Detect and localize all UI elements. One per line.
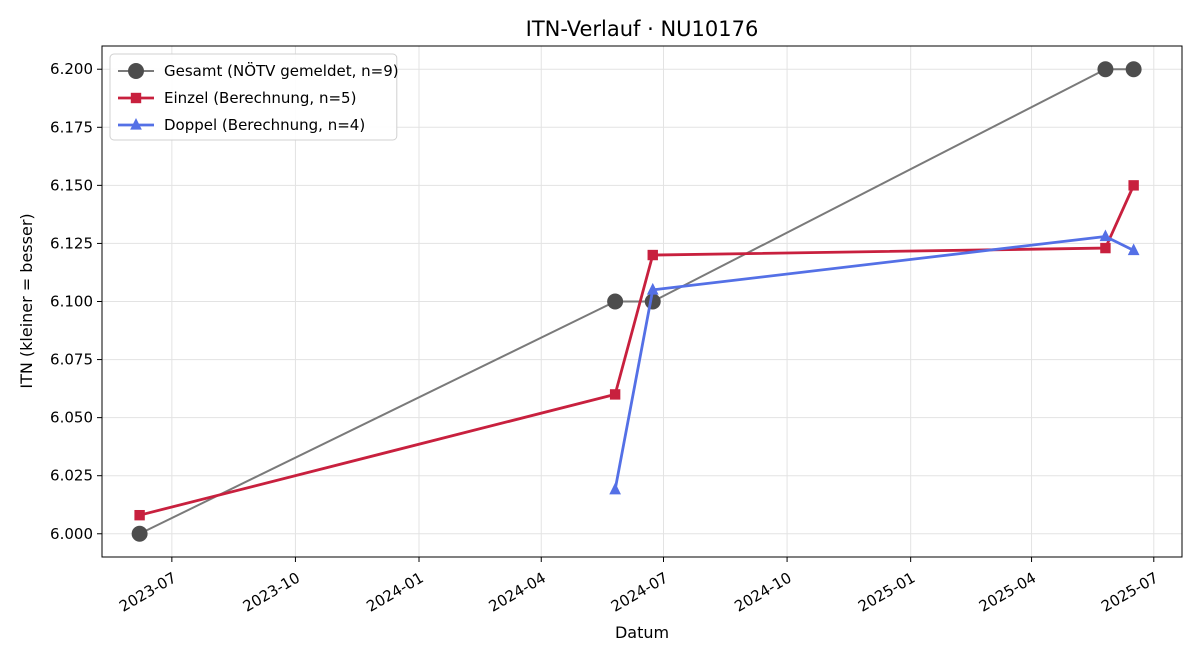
data-point bbox=[647, 249, 658, 261]
y-axis: 6.000 6.025 6.050 6.075 6.100 6.125 6.150 6.175… bbox=[50, 60, 102, 543]
data-point bbox=[1097, 61, 1114, 78]
y-tick-label: 6.075 bbox=[50, 351, 93, 369]
data-point bbox=[1125, 61, 1142, 78]
series-doppel bbox=[609, 229, 1140, 495]
legend: Gesamt (NÖTV gemeldet, n=9) Einzel (Berec… bbox=[109, 53, 399, 141]
y-tick-label: 6.000 bbox=[50, 525, 93, 543]
data-point bbox=[134, 509, 145, 521]
data-point bbox=[1099, 229, 1112, 242]
legend-marker bbox=[128, 63, 144, 79]
data-point bbox=[1128, 180, 1139, 191]
x-tick-label: 2025-01 bbox=[855, 569, 918, 616]
series-layer bbox=[131, 61, 1142, 542]
y-tick-label: 6.150 bbox=[50, 176, 93, 194]
series-line bbox=[613, 235, 1135, 490]
y-tick-label: 6.100 bbox=[50, 293, 93, 311]
x-tick-label: 2024-04 bbox=[486, 569, 549, 616]
x-tick-label: 2024-01 bbox=[363, 569, 426, 616]
y-axis-label: ITN (kleiner = besser) bbox=[17, 213, 36, 388]
x-tick-label: 2023-10 bbox=[240, 569, 303, 616]
data-point bbox=[646, 282, 659, 295]
x-tick-label: 2023-07 bbox=[116, 569, 179, 616]
data-point bbox=[607, 293, 624, 310]
series-line bbox=[139, 184, 1135, 517]
x-tick-label: 2025-07 bbox=[1098, 569, 1161, 616]
data-point bbox=[1127, 243, 1140, 256]
legend-item-doppel: Doppel (Berechnung, n=4) bbox=[118, 116, 365, 134]
legend-box bbox=[109, 53, 398, 141]
legend-marker bbox=[130, 92, 142, 104]
legend-label: Gesamt (NÖTV gemeldet, n=9) bbox=[164, 61, 399, 80]
legend-marker bbox=[130, 117, 142, 130]
legend-label: Doppel (Berechnung, n=4) bbox=[164, 116, 365, 134]
y-tick-label: 6.025 bbox=[50, 467, 93, 485]
x-axis: 2023-07 2023-10 2024-01 2024-04 2024-07 2024-… bbox=[116, 557, 1161, 616]
chart-title: ITN-Verlauf · NU10176 bbox=[526, 17, 759, 41]
data-point bbox=[609, 482, 621, 495]
series-gesamt bbox=[131, 61, 1142, 542]
x-tick-label: 2025-04 bbox=[976, 569, 1039, 616]
x-tick-label: 2024-10 bbox=[731, 569, 794, 616]
x-tick-label: 2024-07 bbox=[608, 569, 671, 616]
legend-item-gesamt: Gesamt (NÖTV gemeldet, n=9) bbox=[118, 61, 399, 80]
y-tick-label: 6.050 bbox=[50, 409, 93, 427]
data-point bbox=[1100, 242, 1111, 254]
series-einzel bbox=[134, 180, 1139, 521]
legend-label: Einzel (Berechnung, n=5) bbox=[164, 89, 356, 107]
data-point bbox=[609, 389, 621, 400]
y-tick-label: 6.175 bbox=[50, 118, 93, 136]
y-tick-label: 6.125 bbox=[50, 234, 93, 252]
legend-item-einzel: Einzel (Berechnung, n=5) bbox=[118, 89, 356, 107]
y-tick-label: 6.200 bbox=[50, 60, 93, 78]
x-axis-label: Datum bbox=[615, 623, 669, 642]
data-point bbox=[131, 525, 148, 542]
